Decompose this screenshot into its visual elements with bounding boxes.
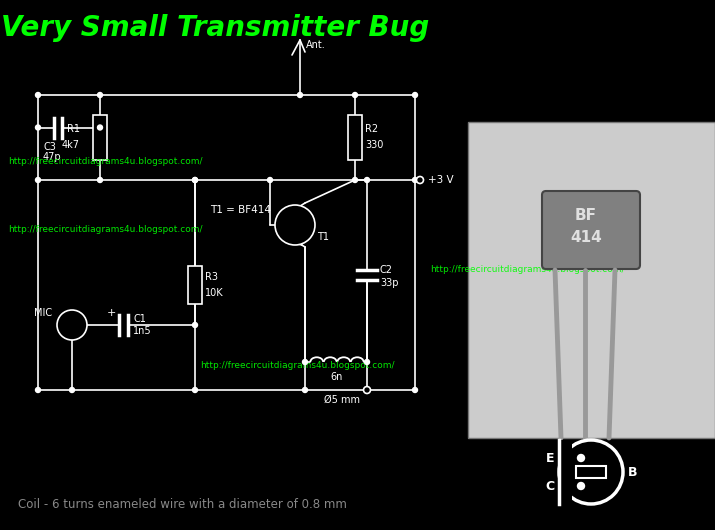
Text: Ant.: Ant. [306, 40, 326, 50]
Text: +: + [66, 314, 77, 328]
Text: C1: C1 [133, 314, 146, 324]
Text: 1n5: 1n5 [133, 326, 152, 336]
Circle shape [97, 125, 102, 130]
Circle shape [275, 205, 315, 245]
Circle shape [69, 387, 74, 393]
Text: http://freecircuitdiagrams4u.blogspot.com/: http://freecircuitdiagrams4u.blogspot.co… [8, 225, 202, 234]
Text: C3: C3 [43, 143, 56, 153]
Circle shape [192, 322, 197, 328]
Text: R3: R3 [205, 272, 218, 282]
Circle shape [413, 93, 418, 98]
FancyBboxPatch shape [468, 122, 715, 438]
Text: +: + [107, 308, 116, 318]
Circle shape [192, 387, 197, 393]
Text: Coil - 6 turns enameled wire with a diameter of 0.8 mm: Coil - 6 turns enameled wire with a diam… [18, 499, 347, 511]
Text: 47p: 47p [43, 153, 61, 163]
Circle shape [413, 178, 418, 182]
FancyBboxPatch shape [348, 115, 362, 160]
Circle shape [363, 386, 370, 393]
FancyBboxPatch shape [188, 266, 202, 304]
Circle shape [36, 387, 41, 393]
Text: Ø5 mm: Ø5 mm [324, 395, 360, 405]
Text: R2: R2 [365, 125, 378, 135]
Text: Very Small Transmitter Bug: Very Small Transmitter Bug [1, 14, 429, 42]
Circle shape [36, 93, 41, 98]
Circle shape [302, 387, 307, 393]
Text: C2: C2 [380, 265, 393, 275]
Circle shape [97, 178, 102, 182]
Circle shape [192, 178, 197, 182]
Circle shape [559, 440, 623, 504]
Text: 330: 330 [365, 140, 383, 151]
Circle shape [36, 125, 41, 130]
Circle shape [365, 359, 370, 365]
Text: 10K: 10K [205, 288, 224, 298]
Text: C: C [545, 480, 554, 492]
Circle shape [365, 178, 370, 182]
Text: E: E [546, 452, 554, 464]
Circle shape [302, 359, 307, 365]
Text: 33p: 33p [380, 278, 398, 288]
Circle shape [57, 310, 87, 340]
Circle shape [365, 387, 370, 393]
Text: 414: 414 [570, 231, 602, 245]
Text: MIC: MIC [34, 308, 52, 318]
Circle shape [36, 178, 41, 182]
Text: http://freecircuitdiagrams4u.blogspot.com/: http://freecircuitdiagrams4u.blogspot.co… [430, 266, 624, 275]
Circle shape [97, 93, 102, 98]
Text: B: B [628, 465, 638, 479]
FancyBboxPatch shape [93, 115, 107, 160]
Circle shape [417, 176, 423, 183]
Circle shape [413, 387, 418, 393]
Circle shape [192, 178, 197, 182]
Text: BF: BF [575, 208, 597, 224]
FancyBboxPatch shape [542, 191, 640, 269]
Circle shape [297, 93, 302, 98]
Text: http://freecircuitdiagrams4u.blogspot.com/: http://freecircuitdiagrams4u.blogspot.co… [200, 360, 395, 369]
Text: http://freecircuitdiagrams4u.blogspot.com/: http://freecircuitdiagrams4u.blogspot.co… [8, 157, 202, 166]
Text: 6n: 6n [331, 372, 343, 382]
Circle shape [352, 178, 358, 182]
Text: +3 V: +3 V [428, 175, 453, 185]
Text: T1: T1 [317, 232, 329, 242]
FancyBboxPatch shape [559, 440, 572, 504]
Circle shape [578, 482, 584, 490]
Circle shape [352, 93, 358, 98]
Text: T1 = BF414: T1 = BF414 [210, 205, 271, 215]
Text: R1: R1 [67, 125, 80, 135]
Circle shape [578, 455, 584, 462]
FancyBboxPatch shape [576, 466, 606, 478]
Circle shape [267, 178, 272, 182]
Text: 4k7: 4k7 [62, 140, 80, 151]
